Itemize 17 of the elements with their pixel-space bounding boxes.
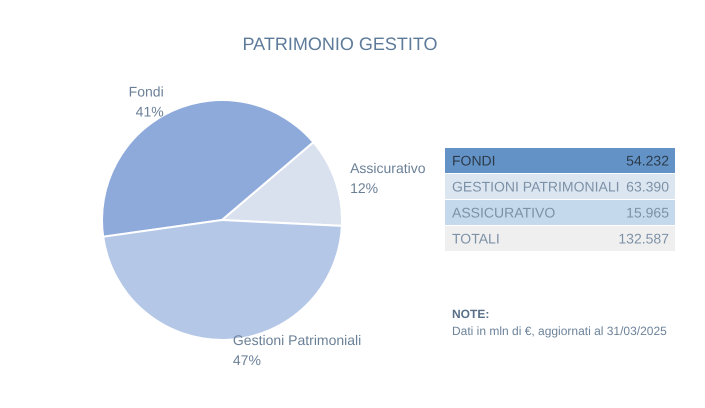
data-label: 12% — [350, 180, 378, 196]
text: 63.390 — [626, 178, 669, 194]
category-label: ASSICURATIVO — [452, 204, 556, 220]
slice-label: Gestioni Patrimoniali — [232, 332, 362, 348]
text: 54.232 — [626, 152, 669, 168]
category-label: TOTALI — [452, 230, 500, 246]
text: Dati in mln di €, aggiornati al 31/03/2025 — [452, 324, 668, 338]
text: 132.587 — [618, 230, 669, 246]
category-label: GESTIONI PATRIMONIALI — [452, 178, 620, 194]
chart-title: PATRIMONIO GESTITO — [242, 34, 438, 54]
text: NOTE: — [452, 307, 490, 321]
data-label: 47% — [232, 352, 261, 368]
slice-label: Assicurativo — [350, 160, 426, 176]
text: 15.965 — [626, 204, 669, 220]
category-label: FONDI — [452, 152, 496, 168]
slice-label: Fondi — [128, 83, 164, 100]
data-label: 41% — [136, 103, 164, 120]
